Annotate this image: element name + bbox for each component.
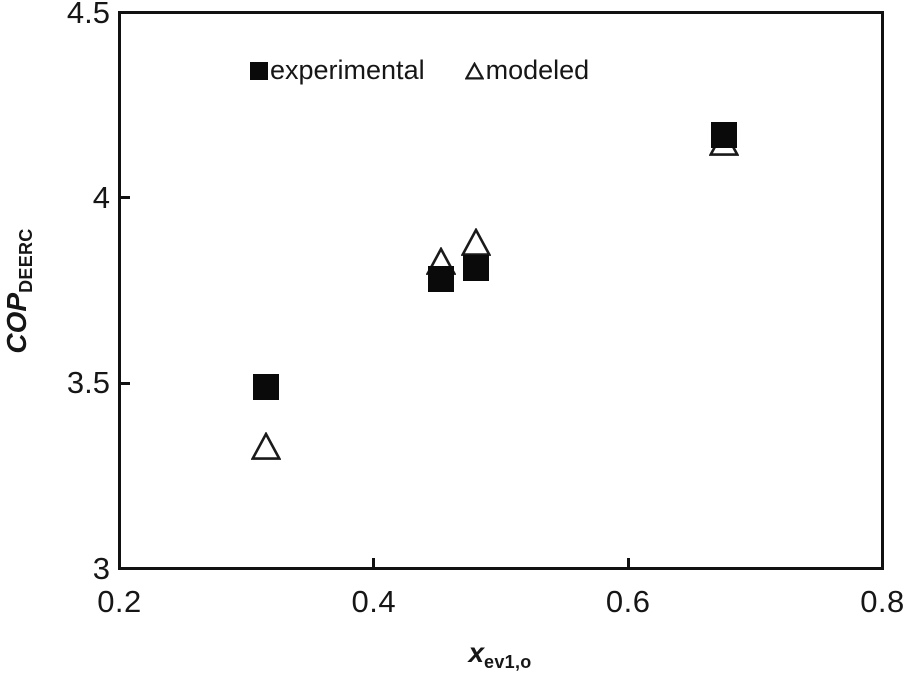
legend-item-experimental: experimental xyxy=(250,55,425,86)
legend-item-modeled: modeled xyxy=(464,55,590,86)
marker-experimental xyxy=(252,373,279,400)
x-tick-label: 0.2 xyxy=(97,584,142,619)
x-axis-title-main: x xyxy=(468,637,485,668)
x-tick-label: 0.8 xyxy=(860,584,905,619)
x-tick-label: 0.6 xyxy=(605,584,651,619)
x-tick-mark xyxy=(626,558,630,567)
marker-modeled xyxy=(250,432,281,461)
x-tick-label: 0.4 xyxy=(351,584,397,619)
y-tick-mark xyxy=(121,196,130,200)
y-tick-label: 4 xyxy=(92,179,110,215)
y-tick-label: 3.5 xyxy=(66,365,110,401)
marker-experimental xyxy=(428,266,455,293)
marker-experimental xyxy=(462,255,489,282)
y-tick-label: 3 xyxy=(92,550,110,586)
x-tick-mark xyxy=(372,558,376,567)
legend-label-modeled: modeled xyxy=(485,55,590,85)
legend-label-experimental: experimental xyxy=(270,55,425,85)
y-tick-label: 4.5 xyxy=(66,0,110,30)
y-tick-mark xyxy=(121,381,130,385)
plot-area xyxy=(118,11,884,570)
open-triangle-icon xyxy=(464,61,484,80)
y-axis-title-sub: DEERC xyxy=(16,228,36,293)
y-axis-title-main: COP xyxy=(1,292,32,354)
marker-modeled xyxy=(460,228,491,257)
marker-experimental xyxy=(710,121,737,148)
x-axis-title-sub: ev1,o xyxy=(484,652,532,672)
legend: experimental modeled xyxy=(250,55,589,86)
filled-square-icon xyxy=(250,61,268,80)
